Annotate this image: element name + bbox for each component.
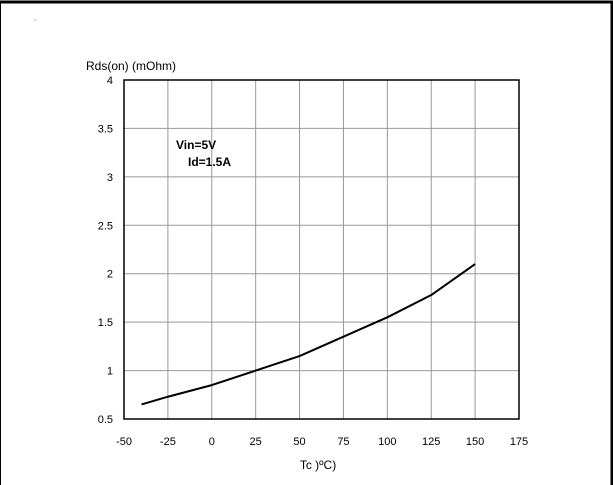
grid xyxy=(123,79,520,420)
y-axis-label: Rds(on) (mOhm) xyxy=(86,59,176,73)
y-tick-label: 4 xyxy=(107,75,113,87)
y-tick-label: 0.5 xyxy=(98,414,113,426)
y-tick-label: 1 xyxy=(107,366,113,378)
x-axis-label: Tc )ºC) xyxy=(300,458,336,472)
corner-mark: ˇ xyxy=(34,20,37,27)
x-tick-label: 75 xyxy=(337,436,349,448)
series-group xyxy=(141,263,476,406)
x-tick-label: 100 xyxy=(378,436,396,448)
y-tick-label: 2.5 xyxy=(98,220,113,232)
x-tick-label: -25 xyxy=(160,436,176,448)
y-tick-label: 2 xyxy=(107,269,113,281)
x-tick-label: 25 xyxy=(250,436,262,448)
y-tick-label: 3.5 xyxy=(98,123,113,135)
x-tick-label: 150 xyxy=(466,436,484,448)
series-line-0 xyxy=(141,263,476,406)
x-tick-label: 0 xyxy=(209,436,215,448)
plot-border xyxy=(123,79,520,420)
annotation-1: Id=1.5A xyxy=(188,155,231,169)
x-tick-label: 125 xyxy=(422,436,440,448)
x-tick-label: -50 xyxy=(116,436,132,448)
x-tick-label: 50 xyxy=(293,436,305,448)
y-tick-label: 1.5 xyxy=(98,317,113,329)
annotations: Vin=5V Id=1.5A xyxy=(176,138,231,169)
y-tick-labels: 0.5 1 1.5 2 2.5 3 3.5 4 xyxy=(98,75,113,426)
x-tick-label: 175 xyxy=(510,436,528,448)
annotation-0: Vin=5V xyxy=(176,138,216,152)
y-tick-label: 3 xyxy=(107,172,113,184)
x-tick-labels: -50 -25 0 25 50 75 100 125 150 175 xyxy=(116,436,528,448)
